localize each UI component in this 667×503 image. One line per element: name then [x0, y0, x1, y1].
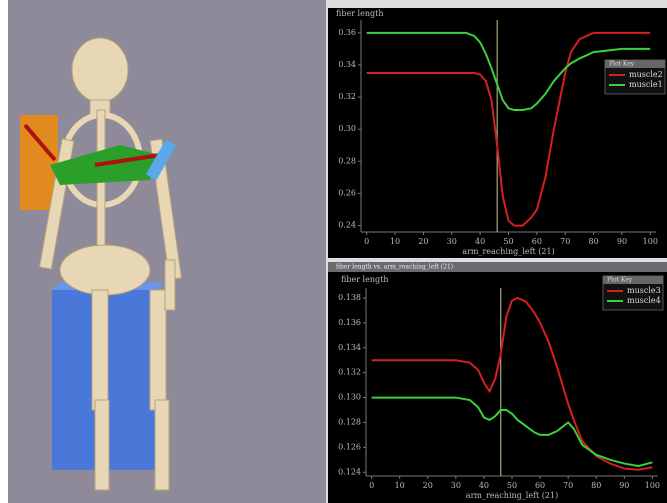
- x-tick-label: 10: [395, 481, 405, 490]
- x-tick-label: 40: [475, 237, 485, 246]
- window-title: fiber length vs. arm_reaching_left (21): [336, 264, 453, 271]
- x-tick-label: 20: [423, 481, 433, 490]
- x-tick-label: 70: [560, 237, 570, 246]
- legend-label: muscle4: [627, 296, 661, 305]
- x-tick-label: 100: [643, 237, 658, 246]
- x-axis-label: arm_reaching_left (21): [466, 491, 558, 500]
- x-tick-label: 80: [589, 237, 599, 246]
- y-tick-label: 0.24: [338, 221, 356, 230]
- x-tick-label: 30: [451, 481, 461, 490]
- y-tick-label: 0.136: [338, 318, 361, 327]
- y-axis-label: fiber length: [341, 275, 389, 284]
- y-tick-label: 0.134: [338, 343, 361, 352]
- legend-title: Plot Key: [609, 61, 635, 68]
- legend-label: muscle2: [629, 70, 663, 79]
- x-tick-label: 40: [479, 481, 489, 490]
- screen: fiber length vs. arm_reaching_left (21) …: [0, 0, 667, 503]
- x-tick-label: 60: [532, 237, 542, 246]
- x-tick-label: 0: [369, 481, 374, 490]
- y-tick-label: 0.28: [338, 156, 356, 165]
- y-tick-label: 0.30: [338, 124, 356, 133]
- y-tick-label: 0.32: [338, 92, 356, 101]
- x-tick-label: 50: [503, 237, 513, 246]
- x-tick-label: 0: [364, 237, 369, 246]
- legend-label: muscle1: [629, 80, 663, 89]
- y-tick-label: 0.130: [338, 393, 361, 402]
- x-tick-label: 80: [591, 481, 601, 490]
- x-tick-label: 30: [447, 237, 457, 246]
- x-tick-label: 90: [619, 481, 629, 490]
- y-tick-label: 0.34: [338, 60, 356, 69]
- x-tick-label: 10: [390, 237, 400, 246]
- y-tick-label: 0.128: [338, 417, 361, 426]
- y-tick-label: 0.124: [338, 467, 361, 476]
- x-tick-label: 50: [507, 481, 517, 490]
- y-tick-label: 0.132: [338, 368, 361, 377]
- legend-label: muscle3: [627, 286, 661, 295]
- x-tick-label: 100: [645, 481, 660, 490]
- x-tick-label: 90: [617, 237, 627, 246]
- legend-title: Plot Key: [607, 277, 633, 284]
- y-tick-label: 0.138: [338, 293, 361, 302]
- y-axis-label: fiber length: [336, 9, 384, 18]
- y-tick-label: 0.26: [338, 188, 356, 197]
- model-viewer[interactable]: [8, 0, 326, 503]
- y-tick-label: 0.126: [338, 442, 361, 451]
- y-tick-label: 0.36: [338, 28, 356, 37]
- x-tick-label: 70: [563, 481, 573, 490]
- x-axis-label: arm_reaching_left (21): [462, 247, 554, 256]
- x-tick-label: 60: [535, 481, 545, 490]
- x-tick-label: 20: [418, 237, 428, 246]
